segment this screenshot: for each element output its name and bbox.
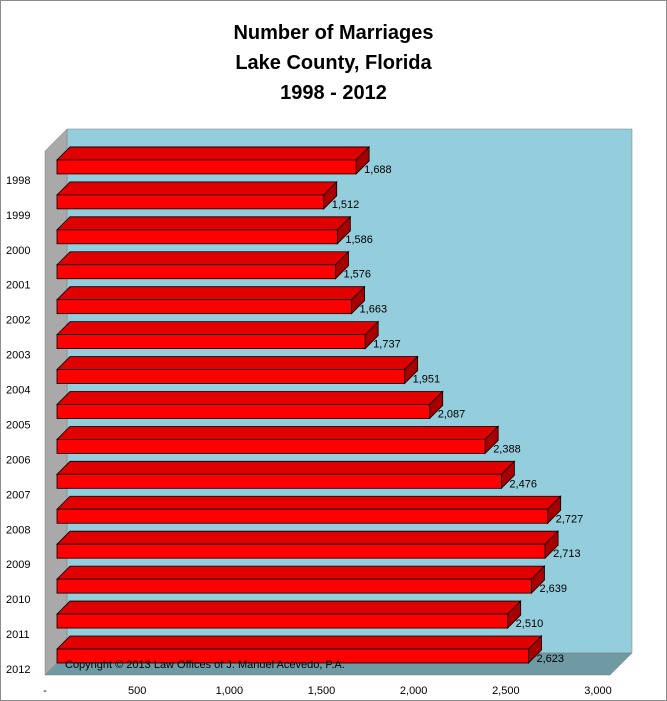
bar-top-2006 [56,425,500,440]
y-tick-label-2005: 2005 [6,419,30,431]
bar-top-2005 [56,391,444,405]
chart-title-line-3: 1998 - 2012 [280,82,387,104]
bar-top-2001 [56,251,350,266]
data-label-2012: 2,623 [537,653,565,665]
copyright-annotation: Copyright © 2013 Law Offices of J. Manue… [65,659,345,671]
bar-2009 [56,543,546,559]
x-tick-label-6: 3,000 [584,685,612,697]
bar-2005 [56,404,431,419]
y-tick-label-2012: 2012 [6,664,30,676]
bar-top-2003 [56,321,380,336]
data-label-2007: 2,476 [509,478,537,490]
bar-2010 [56,578,532,594]
bar-top-2009 [56,530,560,545]
bar-top-2002 [56,286,366,301]
data-label-2001: 1,576 [344,269,372,281]
data-label-2009: 2,713 [553,548,581,560]
y-tick-label-2008: 2008 [6,524,30,536]
bar-2003 [56,334,366,350]
x-tick-label-1: 500 [128,685,146,697]
data-label-2005: 2,087 [438,408,466,420]
x-tick-label-0: - [43,685,47,697]
bar-2002 [56,299,352,315]
bar-1999 [56,194,325,210]
data-label-2004: 1,951 [413,374,441,386]
data-label-2011: 2,510 [516,618,544,630]
y-tick-label-2002: 2002 [6,315,30,327]
chart-title-line-1: Number of Marriages [233,22,434,44]
bar-2006 [56,438,486,454]
data-label-2010: 2,639 [539,583,567,595]
x-tick-label-2: 1,000 [216,685,244,697]
bar-1998 [56,159,357,175]
bar-2001 [56,264,336,280]
y-tick-label-2009: 2009 [6,559,30,571]
bar-top-2004 [56,356,419,370]
bar-2004 [56,369,406,384]
x-tick-label-3: 1,500 [308,685,336,697]
y-tick-label-1998: 1998 [6,175,30,187]
bar-2012 [56,648,529,664]
bar-top-2010 [56,565,546,580]
data-label-1998: 1,688 [364,164,392,176]
chart-title-line-2: Lake County, Florida [235,52,432,74]
bar-2011 [56,613,509,629]
y-tick-label-2007: 2007 [6,489,30,501]
x-tick-label-5: 2,500 [492,685,520,697]
y-tick-label-2004: 2004 [6,385,30,397]
bar-2007 [56,473,502,489]
bar-2000 [56,229,338,245]
bar-2008 [56,508,549,524]
bar-top-2011 [56,600,522,615]
bar-top-1999 [56,181,338,196]
y-tick-label-2006: 2006 [6,454,30,466]
bar-top-2000 [56,216,352,231]
y-tick-label-2010: 2010 [6,594,30,606]
data-label-1999: 1,512 [332,199,360,211]
x-tick-label-4: 2,000 [400,685,428,697]
data-label-2008: 2,727 [556,513,584,525]
data-label-2000: 1,586 [345,234,373,246]
bar-top-2008 [56,495,562,510]
bar-top-2012 [56,635,543,650]
bar-top-2007 [56,460,516,475]
y-tick-label-2003: 2003 [6,350,30,362]
bar-top-1998 [56,146,371,161]
y-tick-label-2011: 2011 [6,629,30,641]
data-label-2002: 1,663 [360,304,388,316]
y-tick-label-1999: 1999 [6,210,30,222]
y-tick-label-2001: 2001 [6,280,30,292]
data-label-2003: 1,737 [373,339,401,351]
data-label-2006: 2,388 [493,443,521,455]
y-tick-label-2000: 2000 [6,245,30,257]
